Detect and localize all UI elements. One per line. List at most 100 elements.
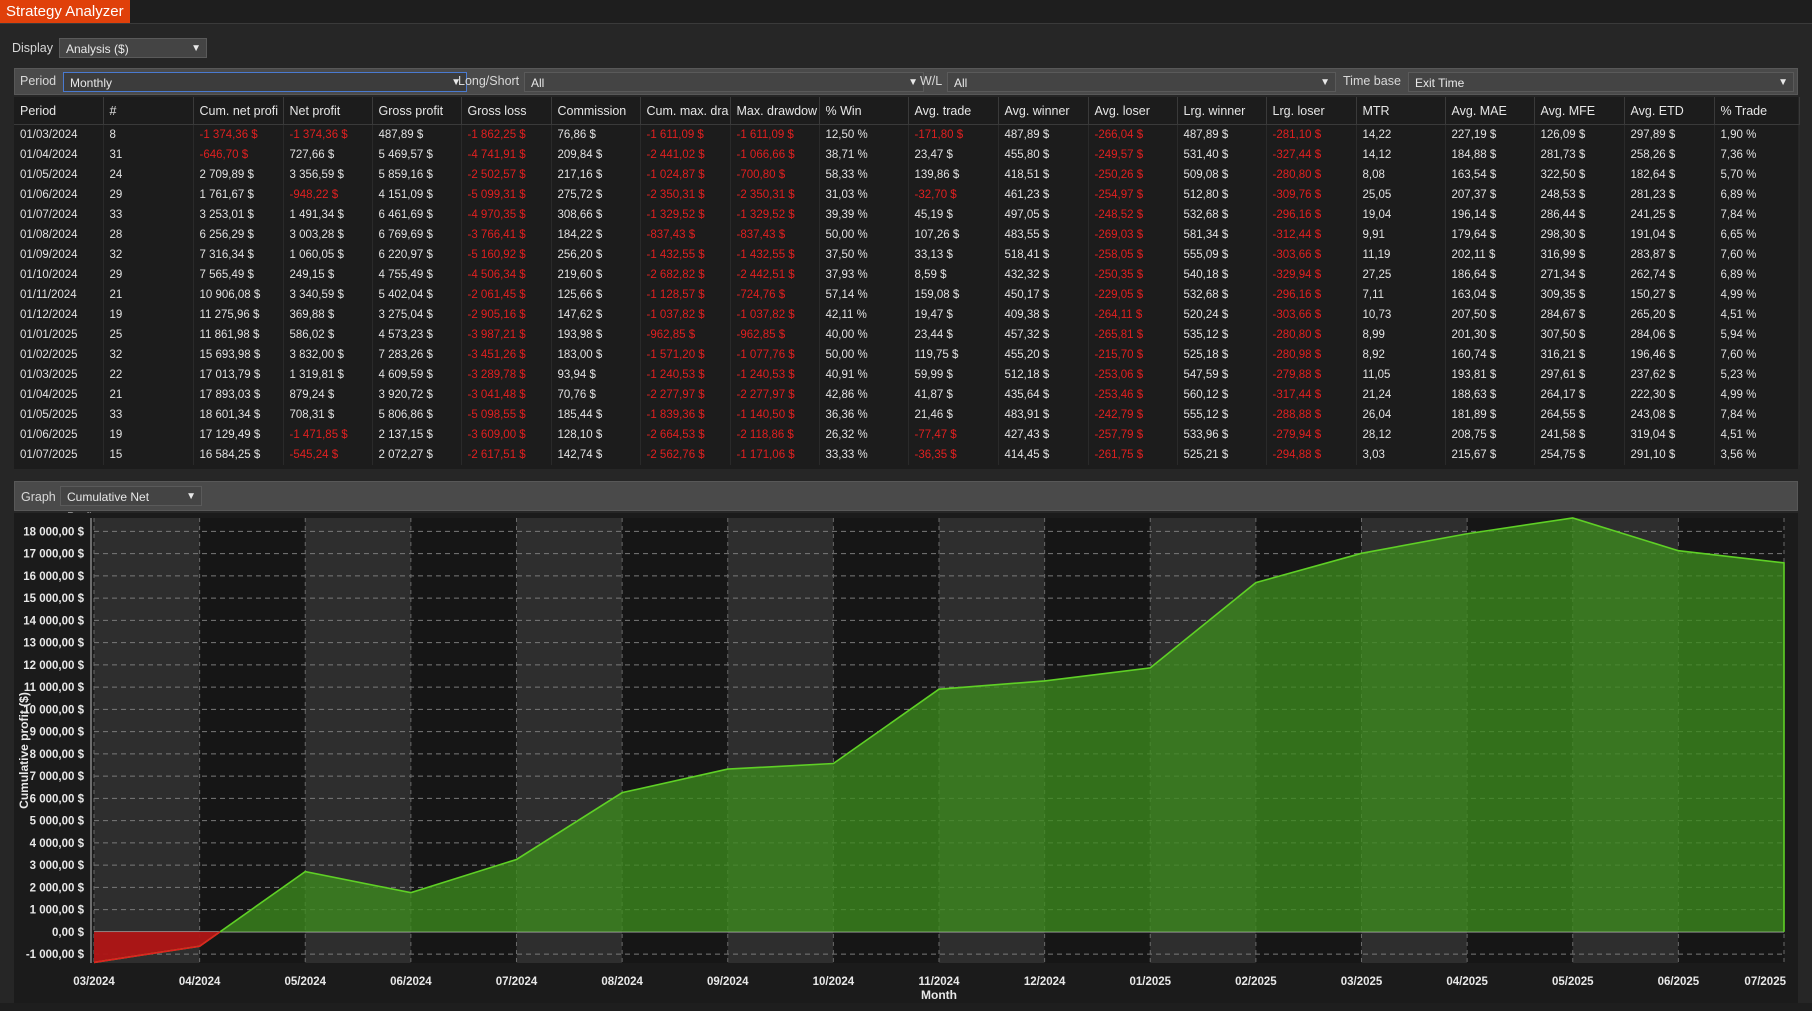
x-tick-label: 02/2025 (1235, 976, 1277, 988)
table-cell: 265,20 $ (1624, 305, 1715, 325)
graph-label: Graph (21, 490, 56, 504)
table-cell: 3,03 (1356, 445, 1446, 465)
table-cell: 01/04/2024 (14, 145, 104, 165)
table-cell: -264,11 $ (1088, 305, 1178, 325)
table-cell: 1,90 % (1714, 124, 1800, 145)
column-header[interactable]: Cum. max. dra (640, 97, 731, 125)
chevron-down-icon: ▼ (1778, 77, 1788, 88)
column-header[interactable]: % Win (819, 97, 909, 125)
table-cell: 7,84 % (1714, 405, 1800, 425)
table-cell: 26,04 (1356, 405, 1446, 425)
table-cell: 555,09 $ (1177, 245, 1267, 265)
table-row[interactable]: 01/03/2024 8 -1 374,36 $ -1 374,36 $487,89 … (14, 124, 1800, 145)
table-cell: 1 761,67 $ (193, 185, 284, 205)
title-bar: Strategy Analyzer (0, 0, 1812, 24)
table-cell: 7,11 (1356, 285, 1446, 305)
column-header[interactable]: MTR (1356, 97, 1446, 125)
column-header[interactable]: Net profit (283, 97, 373, 125)
table-cell: 33 (103, 205, 194, 225)
table-cell: -250,26 $ (1088, 165, 1178, 185)
table-cell: 01/06/2025 (14, 425, 104, 445)
column-header[interactable]: Cum. net profi (193, 97, 284, 125)
table-row[interactable]: 01/11/2024 21 10 906,08 $3 340,59 $5 402,0… (14, 285, 1800, 305)
table-cell: 01/03/2025 (14, 365, 104, 385)
chevron-down-icon: ▼ (191, 43, 201, 54)
table-row[interactable]: 01/05/2025 33 18 601,34 $708,31 $5 806,86 … (14, 405, 1800, 425)
table-cell: -1 611,09 $ (640, 124, 731, 145)
timebase-select[interactable]: Exit Time ▼ (1408, 72, 1794, 92)
table-cell: -309,76 $ (1266, 185, 1357, 205)
table-row[interactable]: 01/05/2024 24 2 709,89 $3 356,59 $5 859,16… (14, 165, 1800, 185)
table-cell: -1 374,36 $ (283, 124, 373, 145)
table-row[interactable]: 01/07/2024 33 3 253,01 $1 491,34 $6 461,69… (14, 205, 1800, 225)
table-cell: 414,45 $ (998, 445, 1089, 465)
table-cell: -312,44 $ (1266, 225, 1357, 245)
period-select[interactable]: Monthly ▼ (63, 72, 467, 92)
app-title-tab[interactable]: Strategy Analyzer (0, 0, 130, 23)
table-cell: -1 066,66 $ (730, 145, 820, 165)
table-cell: 01/11/2024 (14, 285, 104, 305)
column-header[interactable]: Avg. MAE (1445, 97, 1535, 125)
table-cell: 42,86 % (819, 385, 909, 405)
column-header[interactable]: Avg. MFE (1534, 97, 1625, 125)
table-row[interactable]: 01/06/2024 29 1 761,67 $ -948,22 $4 151,09 … (14, 185, 1800, 205)
table-cell: 6,89 % (1714, 185, 1800, 205)
table-cell: 1 319,81 $ (283, 365, 373, 385)
table-cell: 01/07/2024 (14, 205, 104, 225)
wl-select[interactable]: All ▼ (947, 72, 1336, 92)
table-row[interactable]: 01/08/2024 28 6 256,29 $3 003,28 $6 769,69… (14, 225, 1800, 245)
table-row[interactable]: 01/07/2025 15 16 584,25 $ -545,24 $2 072,27… (14, 445, 1800, 465)
table-cell: -327,44 $ (1266, 145, 1357, 165)
table-row[interactable]: 01/02/2025 32 15 693,98 $3 832,00 $7 283,2… (14, 345, 1800, 365)
table-cell: 487,89 $ (998, 124, 1089, 145)
graph-select[interactable]: Cumulative Net Profit ▼ (60, 486, 202, 524)
table-cell: 31,03 % (819, 185, 909, 205)
table-row[interactable]: 01/09/2024 32 7 316,34 $1 060,05 $6 220,97… (14, 245, 1800, 265)
table-cell: 6 220,97 $ (372, 245, 462, 265)
x-tick-label: 04/2025 (1446, 976, 1488, 988)
column-header[interactable]: Avg. trade (908, 97, 999, 125)
table-cell: 4 573,23 $ (372, 325, 462, 345)
column-header[interactable]: Period (14, 97, 104, 125)
column-header[interactable]: Commission (551, 97, 641, 125)
table-cell: 555,12 $ (1177, 405, 1267, 425)
column-header[interactable]: Lrg. winner (1177, 97, 1267, 125)
column-header[interactable]: Avg. loser (1088, 97, 1178, 125)
table-row[interactable]: 01/03/2025 22 17 013,79 $1 319,81 $4 609,5… (14, 365, 1800, 385)
bottom-strip (0, 1003, 1812, 1011)
table-row[interactable]: 01/01/2025 25 11 861,98 $586,02 $4 573,23 … (14, 325, 1800, 345)
table-cell: 70,76 $ (551, 385, 641, 405)
table-row[interactable]: 01/04/2024 31 -646,70 $727,66 $5 469,57 $ -… (14, 145, 1800, 165)
table-row[interactable]: 01/10/2024 29 7 565,49 $249,15 $4 755,49 $… (14, 265, 1800, 285)
x-tick-label: 04/2024 (179, 976, 221, 988)
table-cell: 7 283,26 $ (372, 345, 462, 365)
table-cell: 193,81 $ (1445, 365, 1535, 385)
table-cell: -724,76 $ (730, 285, 820, 305)
column-header[interactable]: Max. drawdow (730, 97, 820, 125)
display-select[interactable]: Analysis ($) ▼ (59, 38, 207, 58)
column-header[interactable]: Gross loss (461, 97, 552, 125)
longshort-select[interactable]: All ▼ (524, 72, 924, 92)
column-header[interactable]: Avg. ETD (1624, 97, 1715, 125)
table-row[interactable]: 01/04/2025 21 17 893,03 $879,24 $3 920,72 … (14, 385, 1800, 405)
table-cell: 298,30 $ (1534, 225, 1625, 245)
table-cell: 525,21 $ (1177, 445, 1267, 465)
table-cell: -253,46 $ (1088, 385, 1178, 405)
table-cell: -2 277,97 $ (640, 385, 731, 405)
column-header[interactable]: Gross profit (372, 97, 462, 125)
x-tick-label: 03/2024 (73, 976, 115, 988)
column-header[interactable]: % Trade (1714, 97, 1800, 125)
table-cell: 6,89 % (1714, 265, 1800, 285)
x-tick-label: 11/2024 (919, 976, 961, 988)
table-row[interactable]: 01/06/2025 19 17 129,49 $ -1 471,85 $2 137,… (14, 425, 1800, 445)
chevron-down-icon: ▼ (908, 77, 918, 88)
column-header[interactable]: Lrg. loser (1266, 97, 1357, 125)
table-cell: 40,00 % (819, 325, 909, 345)
x-tick-label: 10/2024 (813, 976, 855, 988)
table-row[interactable]: 01/12/2024 19 11 275,96 $369,88 $3 275,04 … (14, 305, 1800, 325)
table-cell: 243,08 $ (1624, 405, 1715, 425)
column-header[interactable]: Avg. winner (998, 97, 1089, 125)
table-cell: -1 432,55 $ (730, 245, 820, 265)
table-cell: -3 451,26 $ (461, 345, 552, 365)
column-header[interactable]: # (103, 97, 194, 125)
